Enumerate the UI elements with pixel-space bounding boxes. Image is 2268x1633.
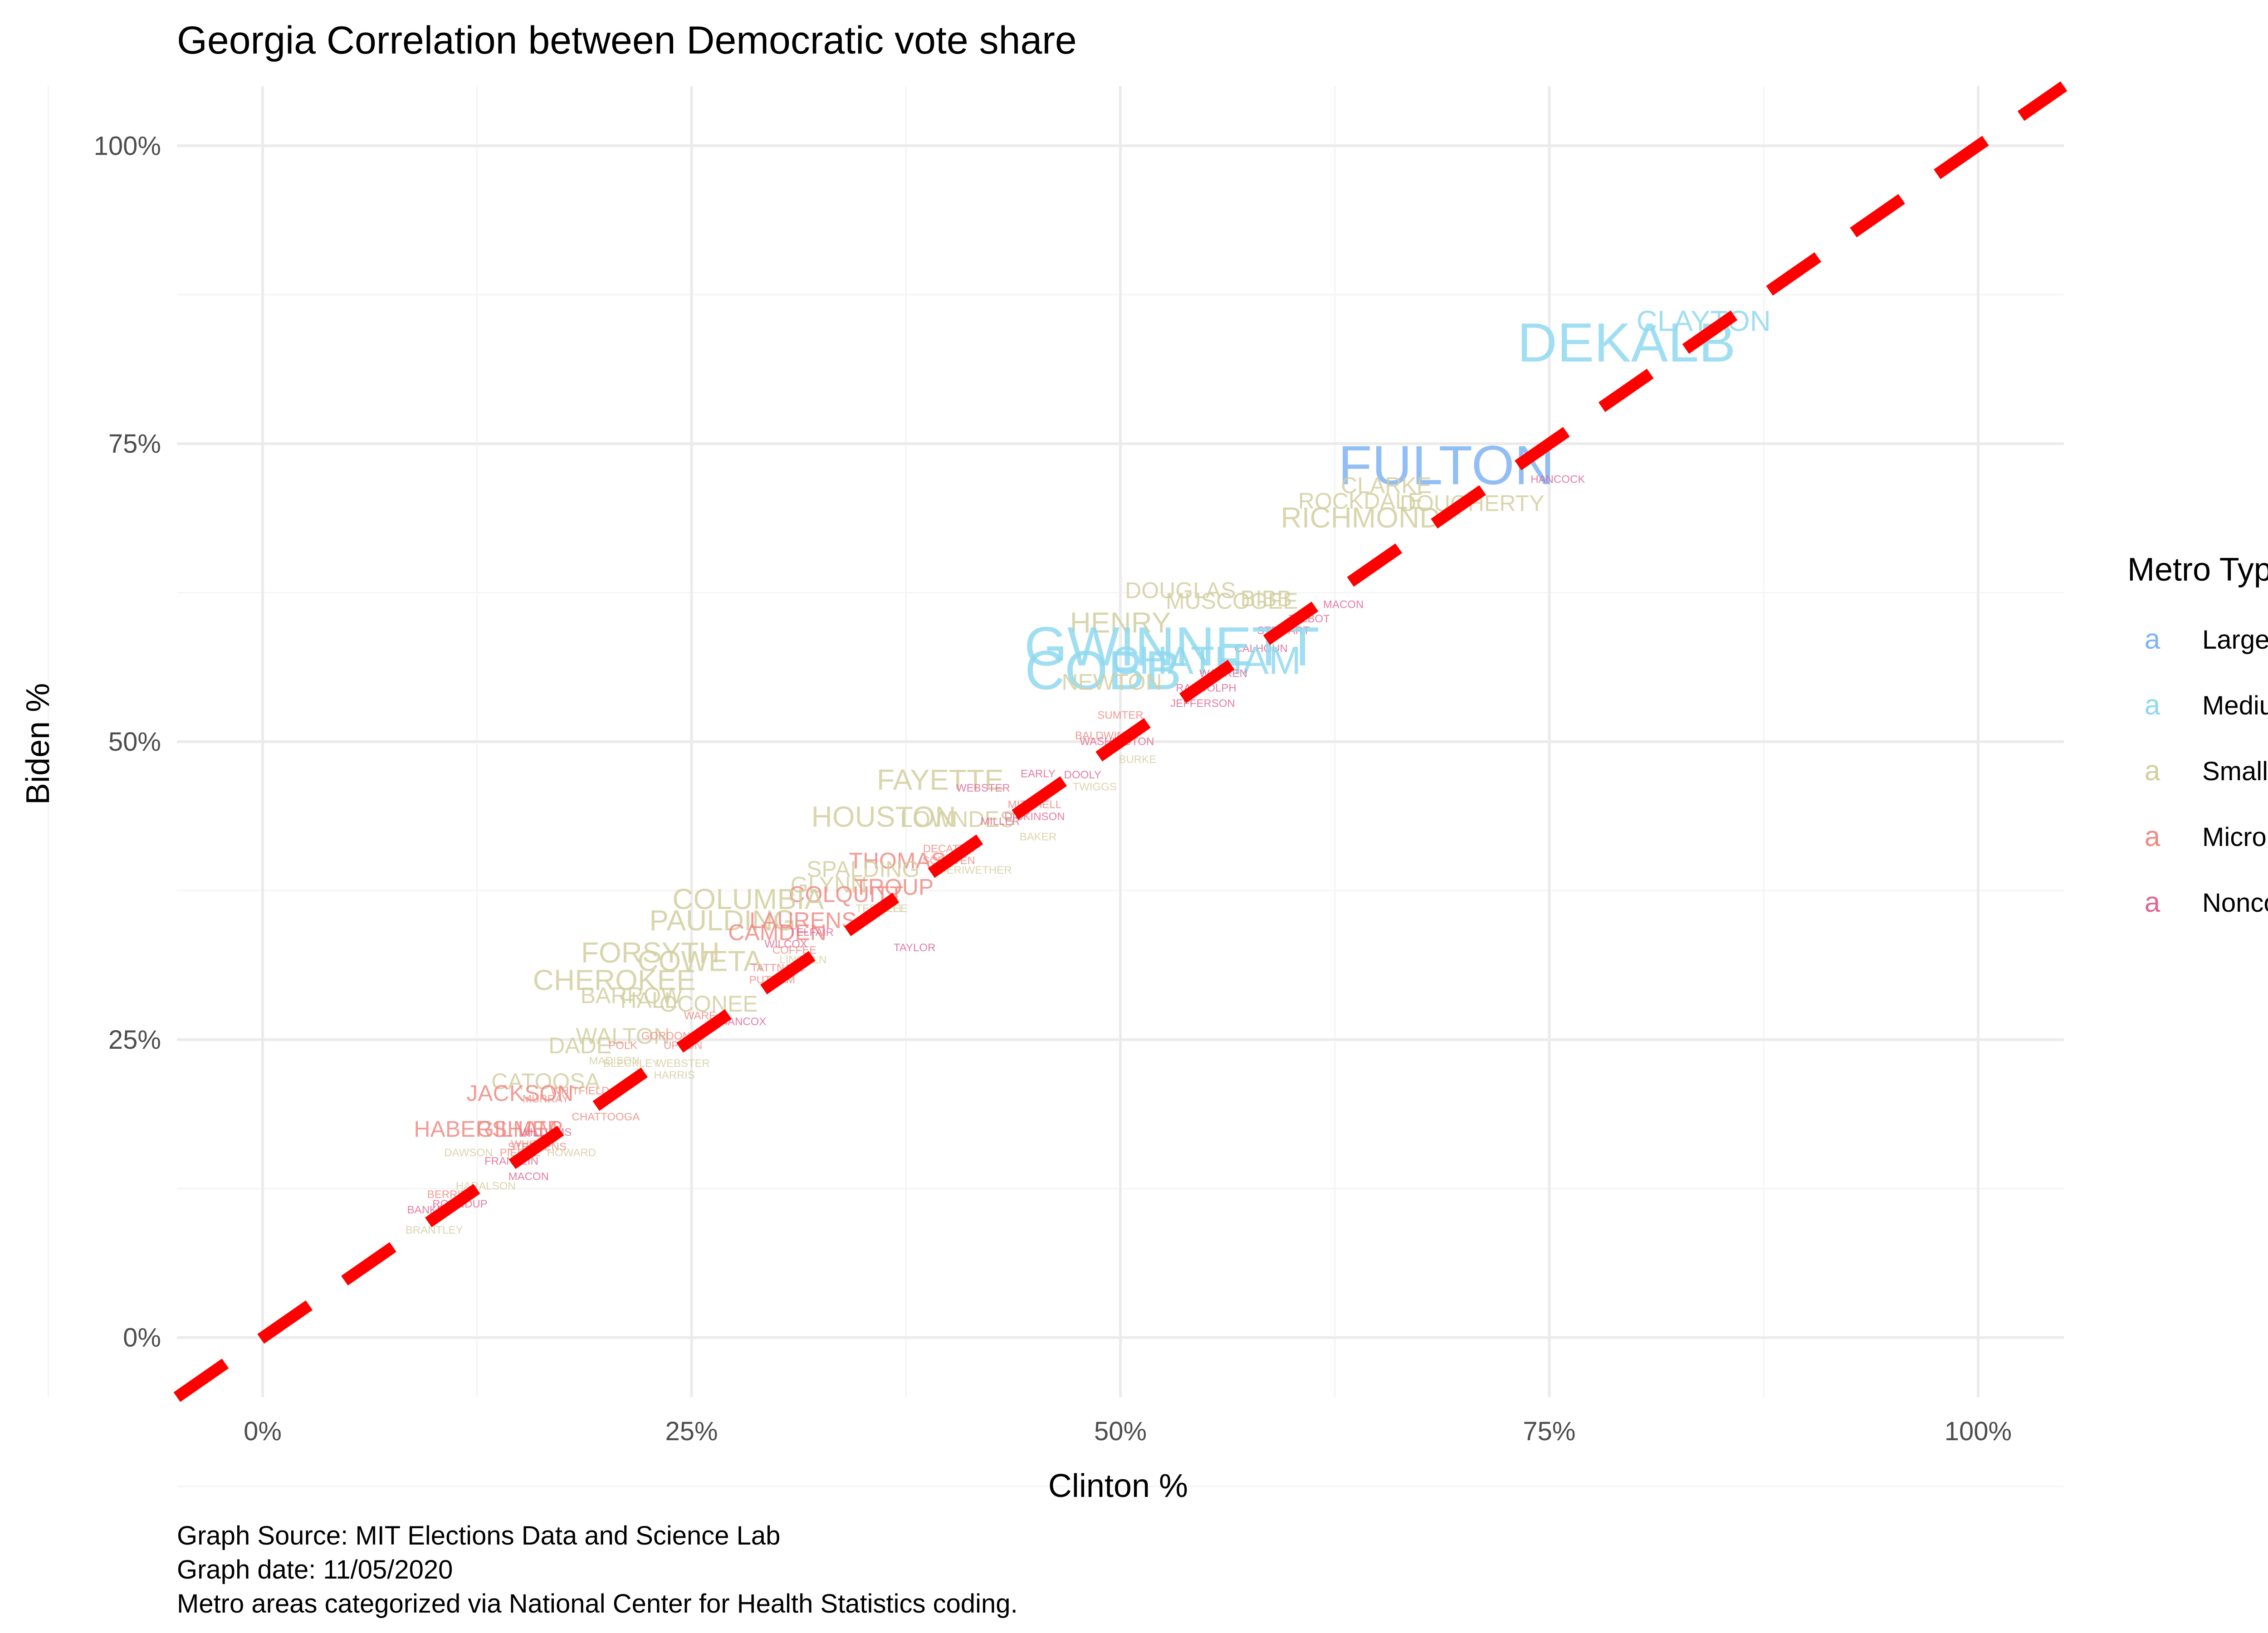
county-label: RICHMOND	[1281, 501, 1440, 534]
county-label: PAULDING	[649, 904, 795, 937]
county-label: WHITFIELD	[551, 1085, 609, 1097]
county-label: CHEROKEE	[533, 963, 696, 996]
county-label: MACON	[1323, 598, 1364, 611]
caption-note: Metro areas categorized via National Cen…	[177, 1589, 1018, 1618]
legend-title: Metro Type	[2127, 552, 2268, 588]
county-label: JEFFERSON	[1170, 697, 1235, 709]
x-tick-label: 75%	[1523, 1417, 1575, 1446]
y-axis-title: Biden %	[20, 683, 56, 805]
county-label: HENRY	[1070, 606, 1171, 639]
caption-date: Graph date: 11/05/2020	[177, 1555, 453, 1584]
county-label: JACKSON	[466, 1081, 573, 1106]
county-label: HARRIS	[654, 1069, 695, 1081]
county-label: COBB	[1025, 639, 1182, 701]
county-label: CATOOSA	[491, 1069, 601, 1094]
county-label: POLK	[608, 1039, 637, 1051]
x-tick-label: 100%	[1945, 1417, 2012, 1446]
county-label: GWINNETT	[1024, 616, 1320, 677]
county-label: ROCKDALE	[1298, 488, 1423, 513]
county-label: COWETA	[637, 944, 763, 977]
county-label: CALHOUN	[1234, 643, 1287, 655]
legend-key: a	[2145, 689, 2160, 721]
county-label: HANCOCK	[1530, 474, 1585, 486]
county-label: BURKE	[1119, 753, 1156, 766]
legend-label: Medium Metro	[2202, 691, 2268, 720]
y-tick-label: 0%	[123, 1323, 161, 1353]
legend: Metro Type a Large Metro a Medium Metro a Sma…	[2127, 552, 2268, 918]
reference-line-group	[173, 81, 2068, 1402]
legend-key: a	[2145, 821, 2160, 852]
county-label: OCONEE	[660, 991, 758, 1017]
county-label: WALTON	[576, 1023, 670, 1049]
county-label: SUMTER	[1097, 709, 1143, 722]
caption: Graph Source: MIT Elections Data and Sci…	[177, 1521, 1018, 1618]
county-label: EARLY	[1021, 768, 1056, 780]
county-label: TWIGGS	[1073, 781, 1117, 793]
county-label: MADISON	[589, 1055, 640, 1067]
y-tick-label: 25%	[108, 1025, 161, 1055]
county-label: MILLER	[981, 816, 1020, 828]
county-label: MUSCOGEE	[1166, 588, 1298, 614]
legend-label: Noncore	[2202, 888, 2268, 918]
y-tick-label: 100%	[94, 131, 161, 161]
legend-key: a	[2145, 755, 2160, 787]
county-label: DAWSON	[444, 1147, 493, 1159]
county-label: CAMDEN	[728, 919, 826, 945]
county-label: WEBSTER	[656, 1057, 710, 1070]
county-label: NEWTON	[1061, 670, 1162, 695]
county-label: MACON	[508, 1170, 549, 1183]
legend-label: Large Metro	[2202, 625, 2268, 655]
county-label: FAYETTE	[877, 763, 1004, 796]
x-tick-label: 25%	[665, 1417, 718, 1446]
county-label: DOUGLAS	[1125, 577, 1236, 603]
county-label: HOUSTON	[811, 801, 956, 833]
county-label: CLARKE	[1341, 473, 1432, 498]
county-label: SPALDING	[807, 856, 919, 882]
chart-title: Georgia Correlation between Democratic v…	[177, 19, 1077, 62]
county-label: LAURENS	[749, 908, 856, 933]
x-tick-label: 0%	[244, 1417, 282, 1446]
county-label: BRANTLEY	[406, 1224, 463, 1237]
x-axis-title: Clinton %	[1048, 1468, 1188, 1504]
county-label: MURRAY	[523, 1093, 569, 1105]
county-label: DOOLY	[1064, 769, 1101, 781]
county-label: TELFAIR	[790, 926, 834, 939]
y-tick-label: 75%	[108, 429, 161, 459]
legend-key: a	[2145, 624, 2160, 655]
county-label: BARROW	[581, 983, 683, 1008]
x-axis: 0% 25% 50% 75% 100%	[244, 1417, 2012, 1446]
county-label: DADE	[548, 1033, 611, 1058]
y-axis: 0% 25% 50% 75% 100%	[94, 131, 161, 1352]
county-label: LOWNDES	[900, 807, 1015, 832]
county-label: BIBB	[1240, 586, 1292, 611]
county-label: HALL	[620, 988, 677, 1013]
caption-source: Graph Source: MIT Elections Data and Sci…	[177, 1521, 780, 1550]
x-tick-label: 50%	[1094, 1417, 1147, 1446]
county-label: TAYLOR	[894, 942, 935, 954]
county-label: COLUMBIA	[672, 883, 824, 915]
county-label: HABERSHAM	[414, 1116, 557, 1142]
legend-label: Micro	[2202, 822, 2267, 852]
legend-label: Small Metro	[2202, 757, 2268, 786]
county-label: WILCOX	[764, 938, 807, 950]
county-label: WEBSTER	[956, 782, 1010, 794]
county-label: FORSYTH	[581, 936, 720, 969]
county-label: BAKER	[1020, 831, 1056, 843]
reference-line	[173, 81, 2068, 1402]
county-label: CHATTOOGA	[572, 1111, 640, 1123]
legend-key: a	[2145, 887, 2160, 918]
county-label: HOWARD	[547, 1147, 596, 1159]
y-tick-label: 50%	[108, 727, 161, 757]
county-label: BLECKLEY	[603, 1057, 660, 1070]
county-label: GLYNN	[791, 872, 867, 897]
